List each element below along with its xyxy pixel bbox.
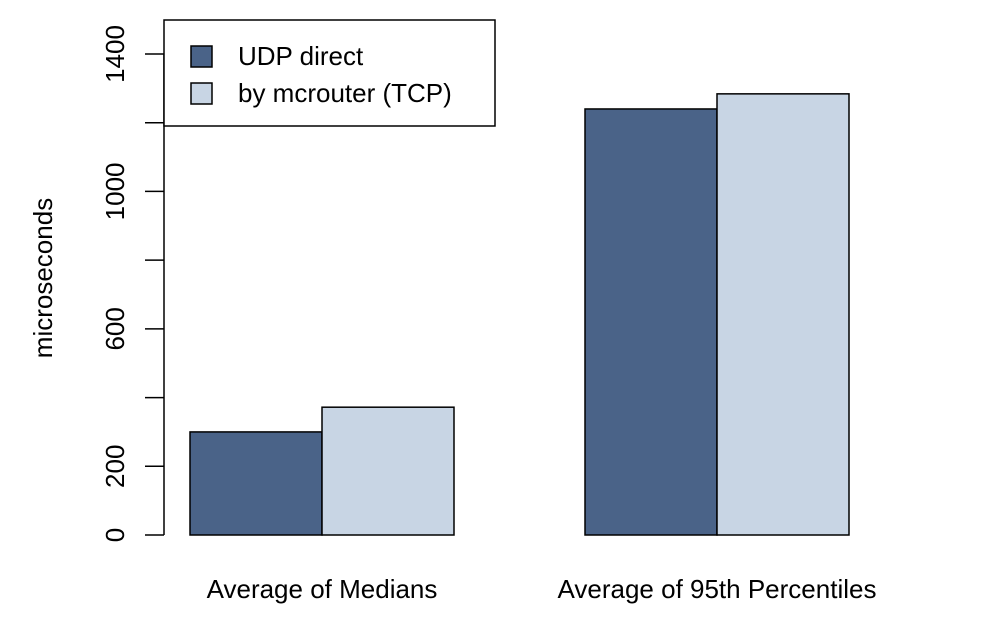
legend: UDP direct by mcrouter (TCP): [163, 19, 496, 127]
legend-label: UDP direct: [238, 41, 364, 71]
category-label: Average of Medians: [207, 574, 438, 604]
bar: [716, 93, 850, 536]
bar: [321, 406, 455, 536]
category-label: Average of 95th Percentiles: [558, 574, 877, 604]
legend-box: [163, 19, 496, 127]
y-tick-label: 600: [100, 307, 130, 350]
y-axis-title: microseconds: [28, 198, 58, 358]
y-tick-label: 1000: [100, 163, 130, 221]
y-tick-label: 1400: [100, 25, 130, 83]
y-tick-label: 0: [100, 528, 130, 542]
y-tick-label: 200: [100, 445, 130, 488]
legend-swatch: [190, 82, 213, 105]
y-axis: 0 200 600 1000 1400: [100, 25, 165, 542]
bars: [189, 93, 850, 536]
bar: [584, 108, 718, 536]
category-labels: Average of Medians Average of 95th Percen…: [207, 574, 877, 604]
bar: [189, 431, 323, 536]
legend-label: by mcrouter (TCP): [238, 78, 452, 108]
legend-swatch: [190, 45, 213, 68]
